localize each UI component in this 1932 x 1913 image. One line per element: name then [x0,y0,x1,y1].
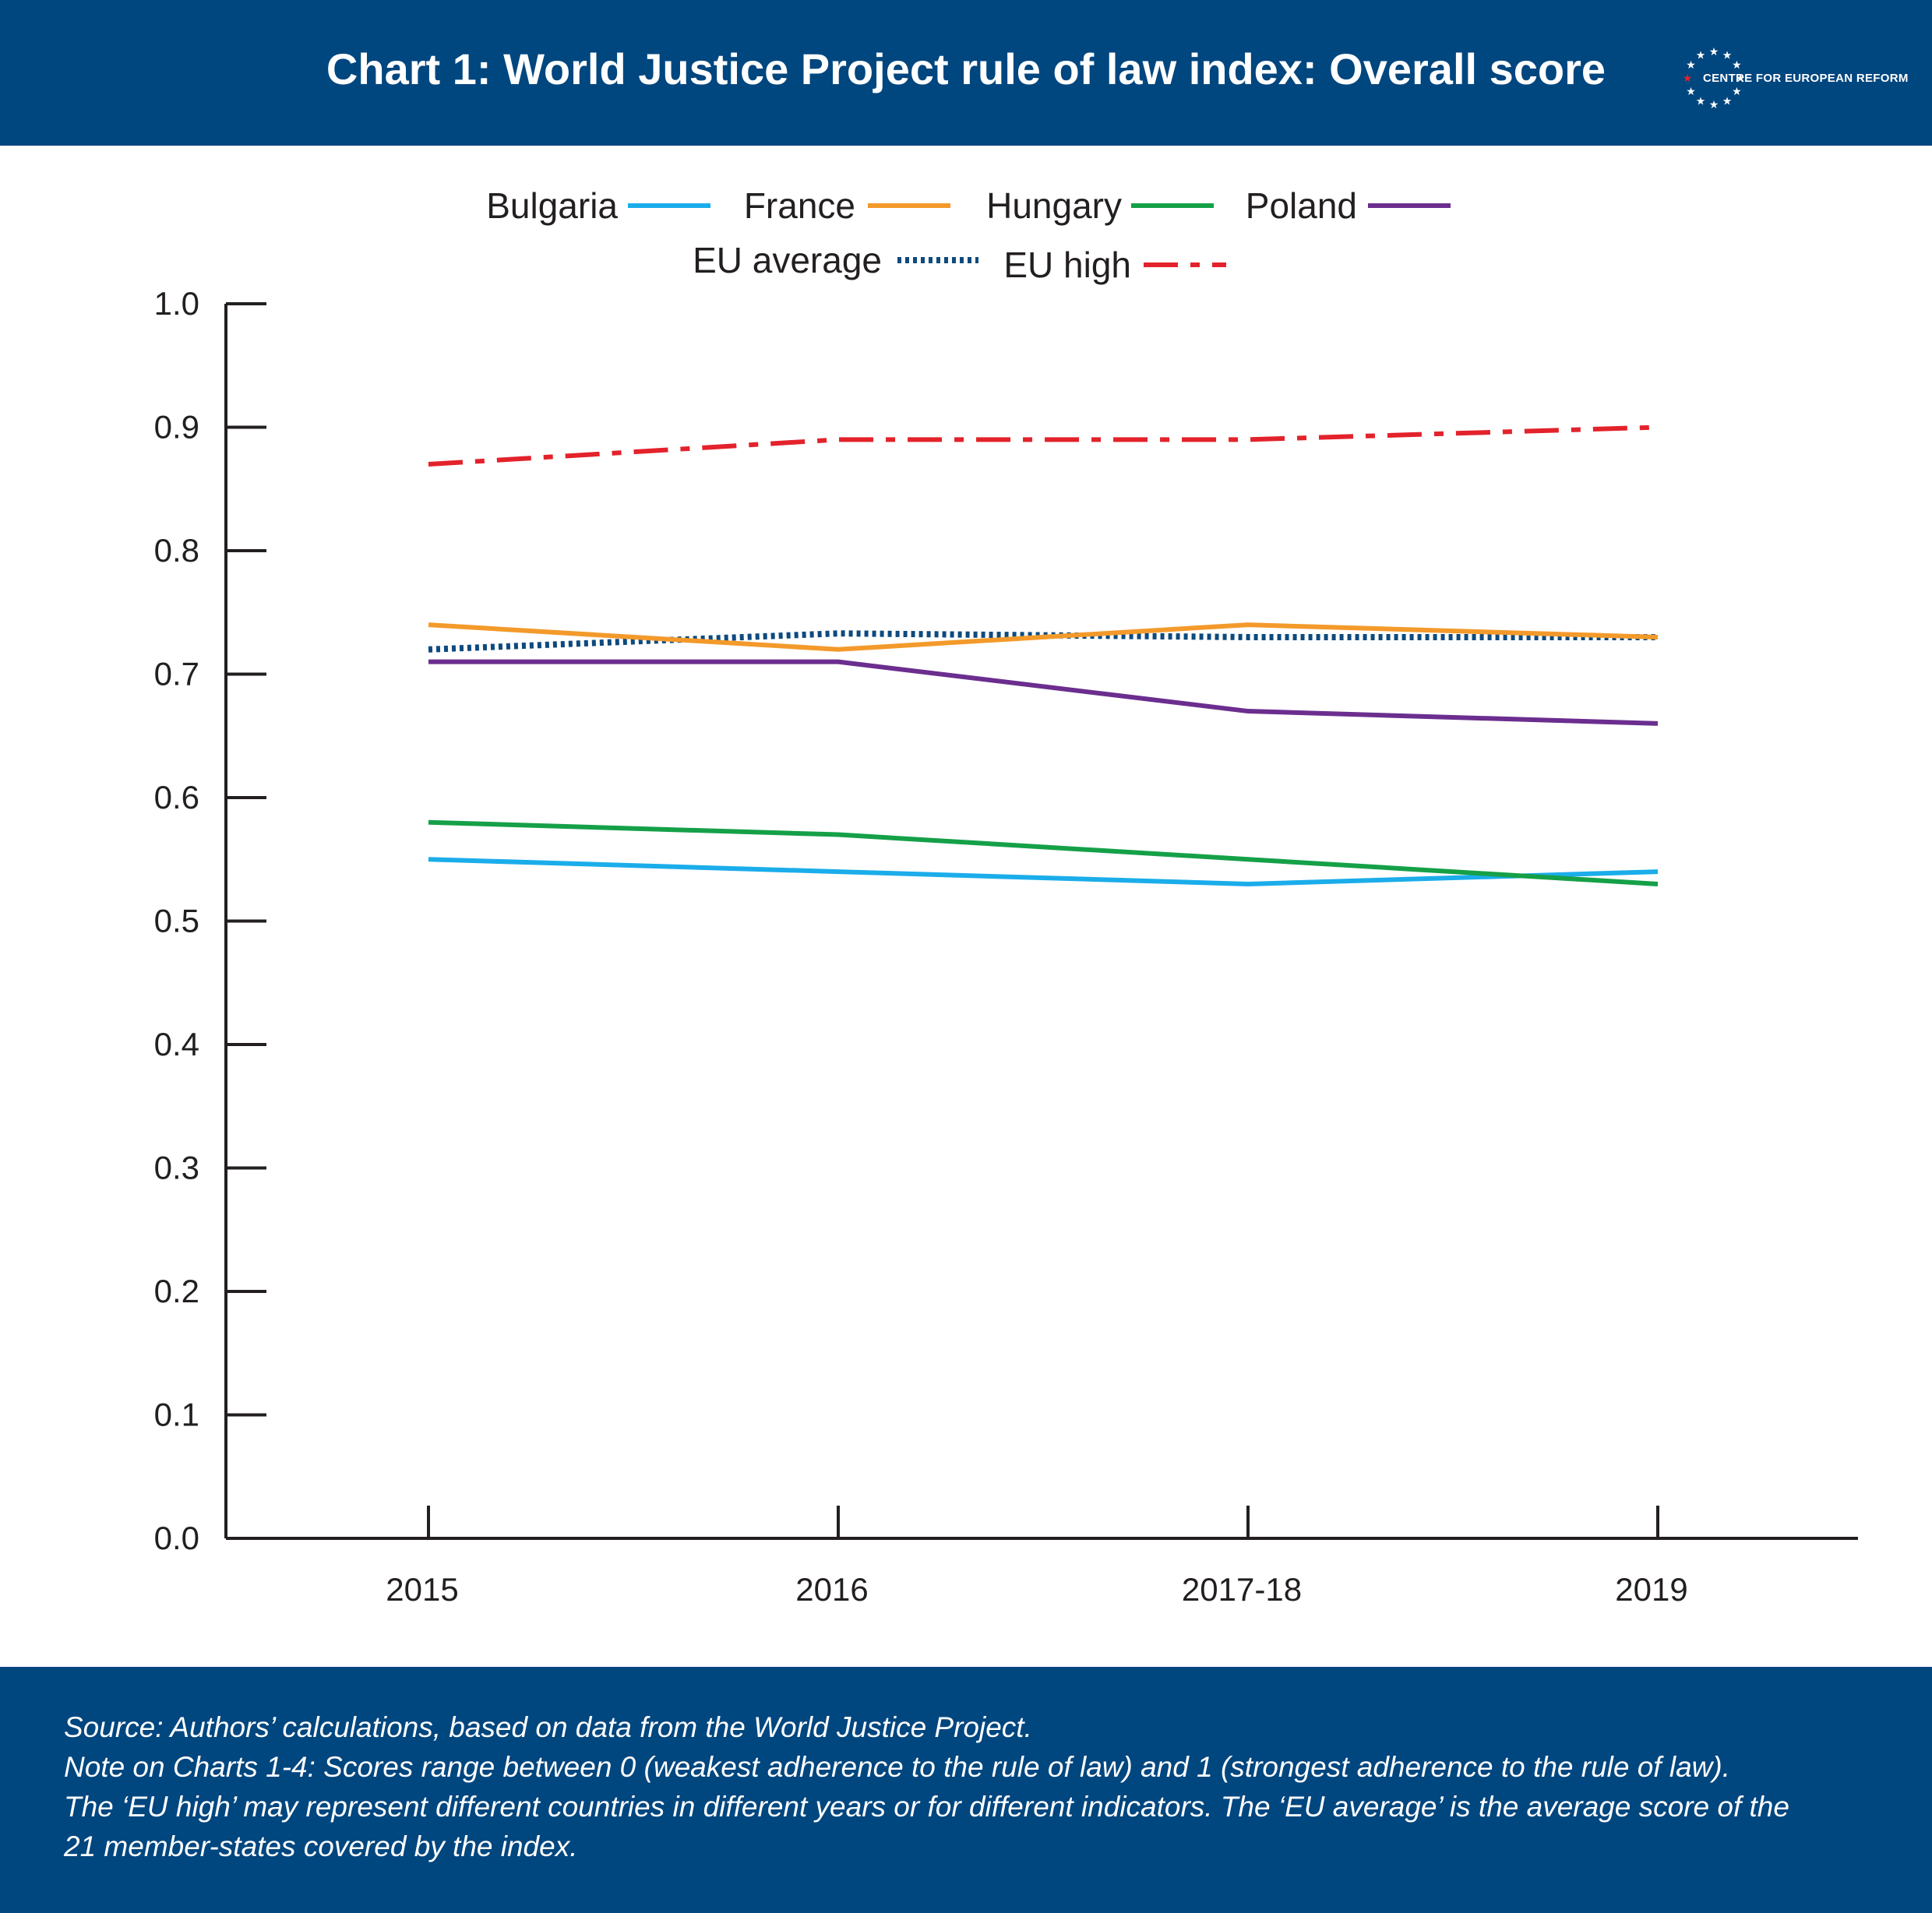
line-chart: Bulgaria France Hungary Poland EU average EU … [154,185,1858,1608]
y-tick-label: 0.5 [154,903,199,939]
series-lines [428,425,1659,886]
logo-star: ★ [1722,94,1733,107]
logo-star: ★ [1709,45,1719,58]
source-note: Source: Authors’ calculations, based on … [64,1711,1032,1743]
notes: Source: Authors’ calculations, based on … [64,1707,1887,1866]
logo-star: ★ [1732,58,1742,71]
y-tick-label: 0.7 [154,656,199,692]
range-note: Note on Charts 1-4: Scores range between… [64,1751,1730,1783]
y-tick-label: 0.9 [154,409,199,446]
logo-text: CENTRE FOR EUROPEAN REFORM [1703,72,1909,85]
legend: Bulgaria France Hungary Poland EU average EU … [486,185,1451,285]
eu-high-note: The ‘EU high’ may represent different co… [64,1791,1789,1823]
logo-star: ★ [1683,72,1692,84]
logo-star: ★ [1732,85,1742,97]
y-tick-label: 0.6 [154,779,199,816]
logo-star: ★ [1696,94,1706,107]
logo-star: ★ [1686,58,1696,71]
legend-label-poland: Poland [1246,185,1357,226]
footer-bar [0,1667,1932,1913]
chart-title: Chart 1: World Justice Project rule of l… [326,44,1606,93]
x-tick-label: 2017-18 [1182,1571,1302,1608]
logo-star: ★ [1736,72,1746,84]
y-tick-label: 0.8 [154,532,199,569]
eu-stars-logo-icon: ★ ★★★★★★★★★★★ [1683,45,1746,111]
logo-star: ★ [1722,49,1733,62]
y-tick-label: 0.2 [154,1273,199,1309]
axes: 0.0 0.1 0.2 0.3 0.4 0.5 0.6 0.7 0.8 0.9 1.0 2015 201… [154,285,1858,1608]
y-tick-label: 0.4 [154,1026,199,1062]
y-tick-label: 0.1 [154,1397,199,1433]
x-tick-label: 2015 [386,1571,458,1608]
series-line-hungary [428,819,1659,886]
y-tick-label: 0.3 [154,1150,199,1186]
series-line-eu-average [428,630,1658,653]
x-tick-label: 2016 [795,1571,868,1608]
legend-label-eu-high: EU high [1003,245,1131,285]
y-tick-label: 0.0 [154,1520,199,1556]
eu-average-note: 21 member-states covered by the index. [64,1830,578,1862]
series-line-poland [428,659,1659,726]
legend-label-eu-average: EU average [693,240,882,280]
series-line-france [428,622,1659,652]
series-line-bulgaria [428,857,1659,886]
x-tick-label: 2019 [1615,1571,1687,1608]
legend-label-france: France [744,185,855,226]
y-tick-label: 1.0 [154,285,199,322]
logo-star: ★ [1709,98,1719,111]
legend-label-hungary: Hungary [986,185,1122,226]
logo-star: ★ [1696,49,1706,62]
series-line-eu-high [428,425,1659,467]
header-bar: Chart 1: World Justice Project rule of l… [0,0,1932,146]
legend-label-bulgaria: Bulgaria [486,185,618,226]
logo-star: ★ [1686,85,1696,97]
